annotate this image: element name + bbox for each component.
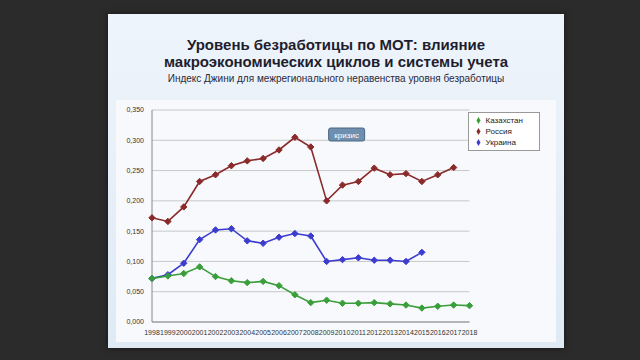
svg-text:0,100: 0,100 [126,258,144,265]
html-text:Казахстан: Казахстан [485,116,523,125]
svg-text:2012: 2012 [366,329,382,336]
svg-text:2015: 2015 [414,329,430,336]
html-text:Уровень безработицы по МОТ: вл: Уровень безработицы по МОТ: влияние макр… [163,36,509,70]
svg-text:2013: 2013 [382,329,398,336]
html-text:Индекс Джини для межрегиональн: Индекс Джини для межрегионального нераве… [167,73,505,84]
svg-text:1999: 1999 [160,329,176,336]
svg-text:2007: 2007 [287,329,303,336]
svg-text:кризис: кризис [334,131,359,140]
svg-text:2018: 2018 [462,329,478,336]
svg-text:0,300: 0,300 [126,137,144,144]
svg-text:0,050: 0,050 [126,288,144,295]
svg-text:2005: 2005 [255,329,271,336]
svg-text:0,150: 0,150 [126,228,144,235]
svg-text:2003: 2003 [224,329,240,336]
svg-text:1998: 1998 [144,329,160,336]
svg-text:2009: 2009 [319,329,335,336]
svg-text:2008: 2008 [303,329,319,336]
svg-text:2006: 2006 [271,329,287,336]
svg-text:0,200: 0,200 [126,197,144,204]
svg-text:2000: 2000 [176,329,192,336]
svg-text:2002: 2002 [208,329,224,336]
html-text:Россия: Россия [485,127,512,136]
svg-text:2016: 2016 [430,329,446,336]
html-text:Украина: Украина [485,138,516,147]
svg-text:0,000: 0,000 [126,318,144,325]
svg-text:2011: 2011 [351,329,366,336]
svg-text:2001: 2001 [192,329,208,336]
svg-text:2010: 2010 [335,329,351,336]
svg-text:2004: 2004 [239,329,255,336]
svg-text:2017: 2017 [446,329,462,336]
svg-text:0,350: 0,350 [126,106,144,113]
svg-text:2014: 2014 [398,329,414,336]
svg-text:0,250: 0,250 [126,167,144,174]
